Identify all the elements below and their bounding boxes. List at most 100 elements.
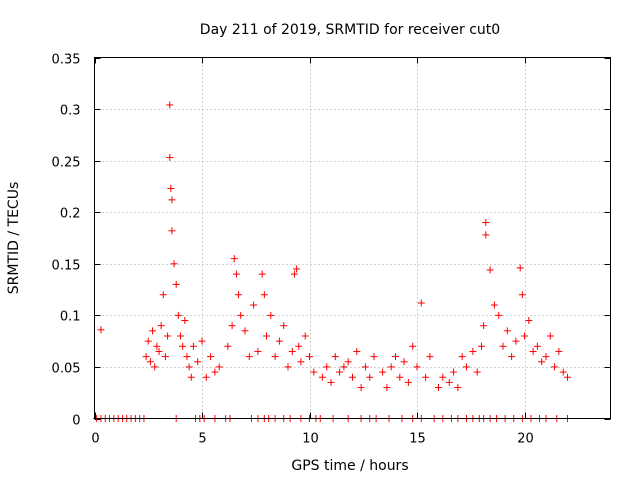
data-point bbox=[174, 311, 182, 319]
data-point bbox=[422, 373, 430, 381]
data-point bbox=[263, 332, 270, 340]
y-tick-label: 0.05 bbox=[52, 362, 81, 377]
data-point bbox=[486, 266, 494, 274]
x-tick-label: 0 bbox=[91, 432, 99, 447]
data-point bbox=[254, 347, 262, 355]
data-point bbox=[170, 260, 178, 268]
data-point bbox=[293, 265, 301, 273]
x-axis-label: GPS time / hours bbox=[291, 458, 408, 474]
data-point bbox=[245, 353, 253, 361]
data-point bbox=[159, 291, 167, 299]
data-point bbox=[495, 311, 503, 319]
x-tick-label: 10 bbox=[302, 432, 319, 447]
data-point bbox=[353, 347, 361, 355]
data-point bbox=[230, 255, 238, 263]
data-point bbox=[327, 378, 335, 386]
data-point bbox=[235, 291, 243, 299]
data-point bbox=[198, 337, 206, 345]
data-point bbox=[439, 373, 447, 381]
data-point bbox=[490, 301, 498, 309]
data-point bbox=[187, 373, 195, 381]
data-point bbox=[559, 368, 567, 376]
data-point bbox=[512, 337, 520, 345]
data-point bbox=[144, 337, 152, 345]
data-point bbox=[297, 358, 305, 366]
data-point bbox=[194, 358, 202, 366]
data-point bbox=[413, 363, 421, 371]
data-point bbox=[458, 353, 466, 361]
data-point bbox=[260, 291, 268, 299]
data-point bbox=[168, 227, 176, 235]
data-point bbox=[295, 342, 303, 350]
data-point bbox=[542, 353, 550, 361]
data-point bbox=[462, 363, 470, 371]
data-point bbox=[392, 353, 399, 361]
data-point bbox=[306, 353, 313, 361]
data-point bbox=[224, 342, 232, 350]
data-point bbox=[164, 332, 172, 340]
data-points bbox=[93, 101, 571, 422]
data-point bbox=[383, 384, 391, 392]
plot-frame bbox=[94, 57, 611, 419]
data-point bbox=[228, 322, 236, 330]
data-point bbox=[177, 332, 184, 340]
data-point bbox=[183, 353, 191, 361]
data-point bbox=[426, 353, 434, 361]
y-tick-label: 0 bbox=[72, 414, 80, 429]
data-point bbox=[555, 347, 563, 355]
data-point bbox=[482, 231, 490, 239]
data-point bbox=[318, 373, 326, 381]
data-point bbox=[478, 342, 485, 350]
data-point bbox=[241, 327, 249, 335]
data-point bbox=[275, 337, 283, 345]
x-tick-label: 20 bbox=[517, 432, 534, 447]
data-point bbox=[232, 270, 240, 278]
data-point bbox=[331, 353, 339, 361]
data-point bbox=[166, 101, 174, 109]
grid bbox=[94, 57, 611, 419]
data-point bbox=[454, 384, 462, 392]
data-point bbox=[207, 353, 215, 361]
axis-ticks: 0 0.05 0.1 0.15 0.2 0.25 0.3 0.35 0 5 10 15 20 bbox=[52, 53, 611, 447]
data-point bbox=[551, 363, 559, 371]
data-point bbox=[181, 317, 189, 325]
data-point bbox=[349, 373, 356, 381]
y-tick-label: 0.1 bbox=[60, 310, 81, 325]
y-tick-label: 0.25 bbox=[52, 156, 81, 171]
data-point bbox=[473, 368, 481, 376]
data-point bbox=[357, 384, 365, 392]
data-point bbox=[149, 327, 157, 335]
data-point bbox=[379, 368, 387, 376]
data-point bbox=[301, 332, 309, 340]
data-point bbox=[417, 299, 425, 307]
x-tick-label: 15 bbox=[409, 432, 426, 447]
data-point bbox=[340, 363, 348, 371]
x-tick-label: 5 bbox=[198, 432, 206, 447]
data-point bbox=[211, 368, 219, 376]
y-tick-label: 0.15 bbox=[52, 259, 81, 274]
data-point bbox=[202, 373, 210, 381]
data-point bbox=[153, 342, 161, 350]
data-point bbox=[323, 363, 331, 371]
data-point bbox=[280, 322, 288, 330]
data-point bbox=[404, 378, 412, 386]
data-point bbox=[284, 363, 292, 371]
data-point bbox=[167, 184, 175, 192]
data-point bbox=[166, 154, 174, 162]
data-point bbox=[396, 373, 404, 381]
data-point bbox=[499, 342, 507, 350]
data-point bbox=[435, 384, 442, 392]
data-point bbox=[546, 332, 554, 340]
data-point bbox=[185, 363, 193, 371]
data-point bbox=[151, 363, 159, 371]
data-point bbox=[189, 342, 197, 350]
data-point bbox=[525, 317, 533, 325]
data-point bbox=[237, 311, 245, 319]
data-point bbox=[400, 358, 408, 366]
data-point bbox=[450, 368, 458, 376]
data-point bbox=[215, 363, 223, 371]
data-point bbox=[336, 368, 344, 376]
data-point bbox=[521, 332, 528, 340]
data-point bbox=[161, 353, 169, 361]
